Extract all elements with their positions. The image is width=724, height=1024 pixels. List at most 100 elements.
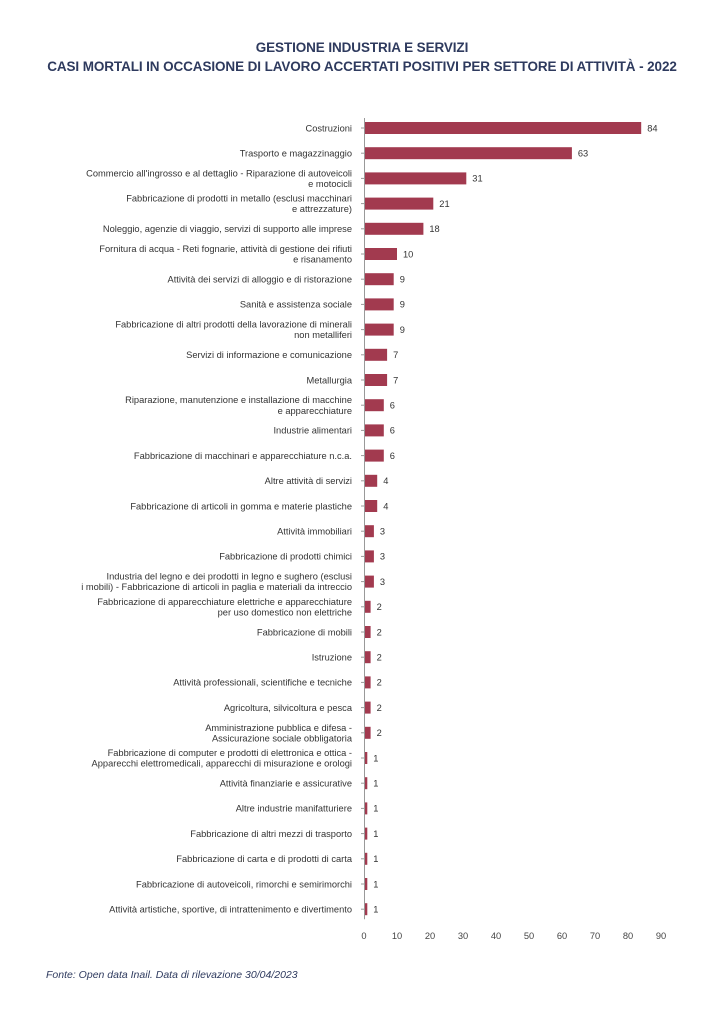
category-label: Attività finanziarie e assicurative — [220, 779, 352, 789]
category-label: Attività professionali, scientifiche e t… — [173, 678, 352, 688]
bar — [365, 550, 374, 563]
data-label: 1 — [373, 779, 378, 789]
bar — [365, 575, 374, 588]
x-tick-label: 40 — [491, 931, 501, 941]
data-label: 3 — [380, 527, 385, 537]
category-label: Istruzione — [312, 653, 352, 663]
data-label: 3 — [380, 552, 385, 562]
bar — [365, 827, 368, 840]
category-label: Agricoltura, silvicoltura e pesca — [224, 703, 353, 713]
bar — [365, 878, 368, 890]
category-label: Fabbricazione di articoli in gomma e mat… — [130, 501, 352, 511]
category-label: Fabbricazione di mobili — [257, 627, 352, 637]
category-label: Servizi di informazione e comunicazione — [186, 350, 352, 360]
data-label: 2 — [377, 602, 382, 612]
category-label: Fornitura di acqua - Reti fognarie, atti… — [99, 244, 352, 265]
data-label: 31 — [472, 174, 482, 184]
data-label: 6 — [390, 451, 395, 461]
bar — [365, 752, 368, 764]
data-label: 3 — [380, 577, 385, 587]
category-label: Industria del legno e dei prodotti in le… — [81, 572, 352, 593]
data-label: 2 — [377, 653, 382, 663]
data-label: 2 — [377, 678, 382, 688]
x-tick-label: 20 — [425, 931, 435, 941]
bar — [365, 500, 378, 512]
bar — [365, 222, 424, 235]
category-label: Attività artistiche, sportive, di intrat… — [109, 905, 352, 915]
bar — [365, 802, 368, 815]
category-label: Sanità e assistenza sociale — [240, 300, 352, 310]
category-label: Fabbricazione di macchinari e apparecchi… — [134, 451, 352, 461]
bar — [365, 374, 388, 386]
bar — [365, 777, 368, 790]
data-label: 21 — [439, 199, 449, 209]
category-label: Commercio all'ingrosso e al dettaglio - … — [86, 168, 352, 189]
category-label: Trasporto e magazzinaggio — [240, 149, 352, 159]
category-label: Fabbricazione di autoveicoli, rimorchi e… — [136, 879, 352, 889]
bar — [365, 248, 397, 260]
source-note: Fonte: Open data Inail. Data di rilevazi… — [46, 969, 298, 981]
bar — [365, 852, 368, 865]
data-label: 7 — [393, 350, 398, 360]
data-label: 9 — [400, 275, 405, 285]
x-tick-label: 0 — [361, 931, 366, 941]
x-tick-label: 60 — [557, 931, 567, 941]
data-label: 84 — [647, 123, 657, 133]
bar — [365, 626, 371, 638]
bar — [365, 323, 394, 336]
bar — [365, 600, 371, 613]
data-label: 63 — [578, 149, 588, 159]
category-label: Fabbricazione di prodotti in metallo (es… — [126, 194, 352, 215]
chart-subtitle: CASI MORTALI IN OCCASIONE DI LAVORO ACCE… — [47, 59, 677, 74]
bar — [365, 651, 371, 664]
bar — [365, 676, 371, 689]
data-label: 18 — [429, 224, 439, 234]
x-tick-label: 30 — [458, 931, 468, 941]
data-label: 2 — [377, 703, 382, 713]
data-label: 7 — [393, 375, 398, 385]
bar — [365, 903, 368, 916]
bar — [365, 298, 394, 311]
category-label: Fabbricazione di apparecchiature elettri… — [97, 597, 352, 618]
data-label: 9 — [400, 325, 405, 335]
x-tick-label: 70 — [590, 931, 600, 941]
data-label: 1 — [373, 753, 378, 763]
bar — [365, 147, 572, 160]
bar — [365, 525, 374, 538]
category-label: Costruzioni — [305, 123, 352, 133]
category-label: Fabbricazione di altri mezzi di trasport… — [190, 829, 352, 839]
bar — [365, 474, 378, 487]
data-label: 1 — [373, 804, 378, 814]
bar — [365, 172, 467, 185]
bar — [365, 197, 434, 210]
data-label: 4 — [383, 476, 388, 486]
bar — [365, 273, 394, 286]
bar — [365, 348, 388, 361]
data-label: 9 — [400, 300, 405, 310]
x-tick-label: 90 — [656, 931, 666, 941]
category-label: Riparazione, manutenzione e installazion… — [125, 395, 352, 416]
category-label: Fabbricazione di prodotti chimici — [219, 552, 352, 562]
category-label: Attività immobiliari — [277, 527, 352, 537]
category-label: Fabbricazione di altri prodotti della la… — [115, 320, 352, 341]
data-label: 1 — [373, 829, 378, 839]
data-label: 1 — [373, 854, 378, 864]
category-label: Industrie alimentari — [273, 426, 352, 436]
bar — [365, 424, 384, 437]
bar — [365, 399, 384, 412]
x-tick-label: 50 — [524, 931, 534, 941]
category-label: Noleggio, agenzie di viaggio, servizi di… — [103, 224, 352, 234]
bar — [365, 726, 371, 739]
data-label: 4 — [383, 501, 388, 511]
x-tick-label: 80 — [623, 931, 633, 941]
category-label: Attività dei servizi di alloggio e di ri… — [168, 275, 352, 285]
category-label: Altre industrie manifatturiere — [236, 804, 352, 814]
data-label: 1 — [373, 879, 378, 889]
bar — [365, 449, 384, 462]
category-label: Fabbricazione di computer e prodotti di … — [92, 748, 352, 769]
bar — [365, 122, 642, 134]
category-label: Amministrazione pubblica e difesa -Assic… — [205, 723, 353, 744]
data-label: 6 — [390, 426, 395, 436]
category-label: Altre attività di servizi — [265, 476, 352, 486]
